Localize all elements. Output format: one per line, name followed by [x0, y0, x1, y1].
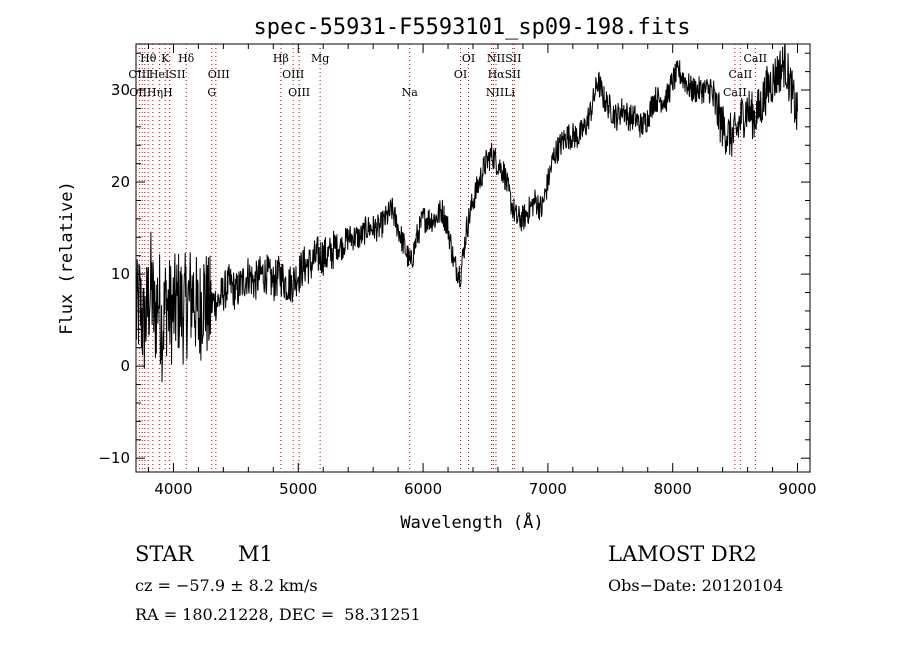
survey-name: LAMOST DR2	[608, 542, 757, 566]
x-tick-label: 4000	[154, 480, 192, 498]
plot-frame	[135, 43, 811, 473]
line-markers	[138, 44, 756, 472]
line-marker-label: OIII	[288, 86, 310, 99]
line-marker-label: Hδ	[178, 52, 195, 65]
x-tick-label: 5000	[279, 480, 317, 498]
line-marker-label: NIISII	[487, 52, 522, 65]
line-marker-label: OIII	[128, 68, 150, 81]
line-marker-label: Hβ	[273, 52, 289, 65]
line-marker-label: NIILi	[486, 86, 516, 99]
line-marker-label: OIIHηH	[129, 86, 172, 99]
y-tick-label: −10	[98, 449, 130, 467]
line-marker-label: OI	[454, 68, 467, 81]
line-marker-label: OIII	[208, 68, 230, 81]
line-marker-label: CaII	[723, 86, 747, 99]
line-marker-label: HαSII	[488, 68, 521, 81]
x-tick-label: 8000	[654, 480, 692, 498]
line-marker-label: OI	[462, 52, 475, 65]
y-tick-label: 10	[111, 265, 130, 283]
x-tick-label: 9000	[778, 480, 816, 498]
axis-ticks: 4000 5000 6000 7000 8000 9000 −10 0 10 20 30	[98, 44, 817, 498]
object-subclass: M1	[238, 542, 273, 566]
line-marker-label: G	[207, 86, 216, 99]
y-tick-label: 0	[120, 357, 130, 375]
line-marker-label: OIII	[282, 68, 304, 81]
line-marker-label: K	[161, 52, 170, 65]
y-tick-label: 20	[111, 173, 130, 191]
chart-title: spec-55931-F5593101_sp09-198.fits	[253, 15, 690, 40]
coordinates: RA = 180.21228, DEC = 58.31251	[135, 605, 421, 624]
line-marker-label: Mg	[311, 52, 329, 65]
object-class: STAR	[135, 542, 194, 566]
line-marker-label: Na	[402, 86, 419, 99]
y-axis-label: Flux (relative)	[57, 181, 77, 335]
line-marker-label: CaII	[729, 68, 753, 81]
x-tick-label: 6000	[404, 480, 442, 498]
observation-date: Obs−Date: 20120104	[608, 576, 784, 595]
x-tick-label: 7000	[529, 480, 567, 498]
line-marker-label: CaII	[743, 52, 767, 65]
spectrum-line	[135, 43, 798, 383]
y-tick-label: 30	[111, 81, 130, 99]
line-marker-label: HeISII	[149, 68, 186, 81]
line-marker-label: Hθ	[140, 52, 157, 65]
x-axis-label: Wavelength (Å)	[400, 511, 543, 533]
redshift-cz: cz = −57.9 ± 8.2 km/s	[135, 576, 318, 595]
